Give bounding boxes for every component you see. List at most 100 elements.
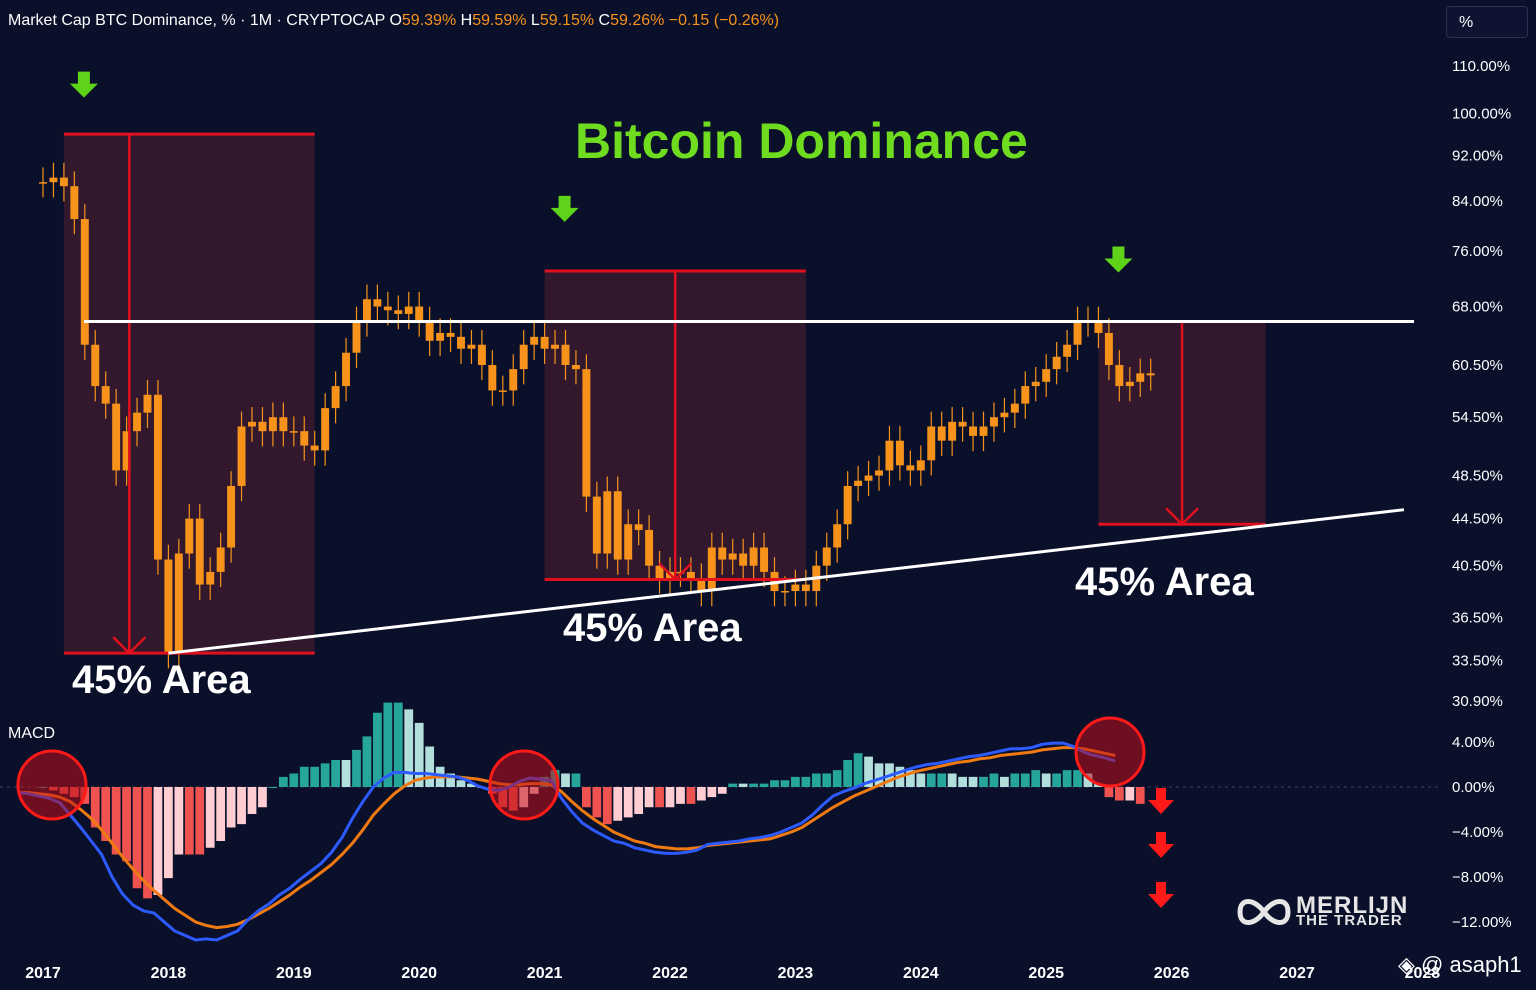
target-box-1 [63, 134, 315, 654]
candle [174, 553, 183, 654]
macd-histogram-bar [446, 773, 455, 787]
candle [227, 485, 236, 548]
macd-histogram-bar [373, 712, 382, 787]
macd-histogram-bar [1052, 773, 1062, 787]
macd-histogram-bar [686, 787, 696, 804]
candle [530, 336, 539, 345]
macd-histogram-bar [289, 773, 299, 787]
macd-histogram-bar [101, 787, 111, 841]
macd-histogram-bar [874, 763, 884, 787]
candle [310, 445, 319, 451]
macd-line [17, 741, 1116, 942]
macd-histogram-bar [728, 783, 738, 787]
red-down-arrow-icon [1148, 832, 1174, 858]
candle [948, 421, 957, 441]
open-label: O [389, 12, 402, 29]
macd-histogram-bar [341, 760, 351, 787]
area-label-2: 45% Area [563, 606, 742, 650]
candle [728, 553, 737, 560]
candle [133, 412, 142, 432]
candle [1042, 369, 1051, 382]
macd-histogram-bar [299, 766, 309, 787]
candle [854, 480, 863, 486]
candle [749, 547, 758, 566]
y-tick-label: 68.00% [1452, 299, 1503, 316]
macd-histogram-bar [989, 773, 999, 787]
macd-histogram-bar [676, 787, 685, 804]
candle [1104, 332, 1113, 365]
candle [153, 394, 162, 560]
macd-histogram-bar [864, 756, 873, 787]
macd-histogram-bar [968, 776, 978, 787]
candle [885, 440, 894, 471]
candle [603, 491, 612, 554]
y-tick-label: 30.90% [1452, 693, 1503, 710]
x-tick-label: 2019 [276, 965, 312, 982]
candle [321, 408, 330, 451]
candle [1031, 381, 1040, 387]
macd-histogram-bar [717, 787, 727, 794]
signal-line [18, 746, 1116, 930]
macd-pane-label: MACD [8, 725, 56, 742]
macd-histogram-bar [456, 780, 466, 787]
macd-histogram-bar [352, 749, 361, 787]
macd-histogram-bar [404, 709, 414, 787]
macd-histogram-bar [916, 773, 926, 787]
macd-y-tick-label: 4.00% [1452, 734, 1495, 751]
macd-histogram-bar [634, 787, 644, 814]
candle [801, 584, 810, 592]
candle [1136, 373, 1145, 382]
candle [927, 426, 936, 461]
candle [686, 571, 695, 579]
candle [425, 321, 434, 341]
candle [906, 465, 915, 471]
area-label-3: 45% Area [1075, 560, 1254, 604]
candle [634, 524, 643, 530]
candle [645, 529, 654, 566]
macd-histogram-bar [665, 787, 675, 808]
candle [1094, 321, 1103, 333]
candle [916, 460, 925, 471]
box-arrow-head [658, 562, 693, 582]
candle [122, 431, 131, 471]
candle [237, 426, 246, 486]
candle [457, 336, 465, 349]
macd-histogram-bar [958, 776, 967, 787]
green-down-arrow-icon [550, 195, 579, 222]
x-tick-label: 2023 [778, 965, 814, 982]
candle [362, 299, 371, 322]
macd-histogram-bar [1031, 770, 1041, 787]
candle [91, 344, 100, 387]
x-tick-label: 2026 [1154, 965, 1190, 982]
macd-histogram-bar [791, 776, 800, 787]
macd-histogram-bar [843, 760, 853, 787]
y-tick-label: 110.00% [1452, 58, 1510, 75]
macd-histogram-bar [905, 770, 915, 787]
watermark-text: @ asaph1 [1421, 952, 1522, 977]
x-tick-label: 2020 [401, 965, 437, 982]
macd-histogram-bar [707, 787, 717, 798]
y-tick-label: 100.00% [1452, 106, 1511, 123]
candle [718, 547, 727, 560]
macd-histogram-bar [331, 760, 340, 787]
macd-histogram-bar [602, 787, 612, 825]
candle [1125, 381, 1134, 387]
percent-scale-button[interactable]: % [1446, 6, 1528, 38]
green-down-arrow-icon [1104, 246, 1133, 273]
candle [300, 431, 309, 446]
macd-histogram-bar [811, 773, 821, 787]
candle [488, 364, 497, 391]
macd-histogram-bar [226, 787, 236, 828]
candle [958, 421, 967, 427]
close-label: C [598, 12, 611, 29]
candle [1021, 386, 1030, 404]
macd-histogram-bar [90, 787, 100, 828]
macd-histogram-bar [1000, 776, 1009, 787]
macd-histogram-bar [164, 787, 173, 879]
candle [164, 559, 173, 654]
candle [509, 369, 518, 391]
macd-histogram-bar [979, 776, 988, 787]
candle [624, 524, 633, 560]
candle [1052, 356, 1061, 370]
candle [519, 344, 528, 370]
